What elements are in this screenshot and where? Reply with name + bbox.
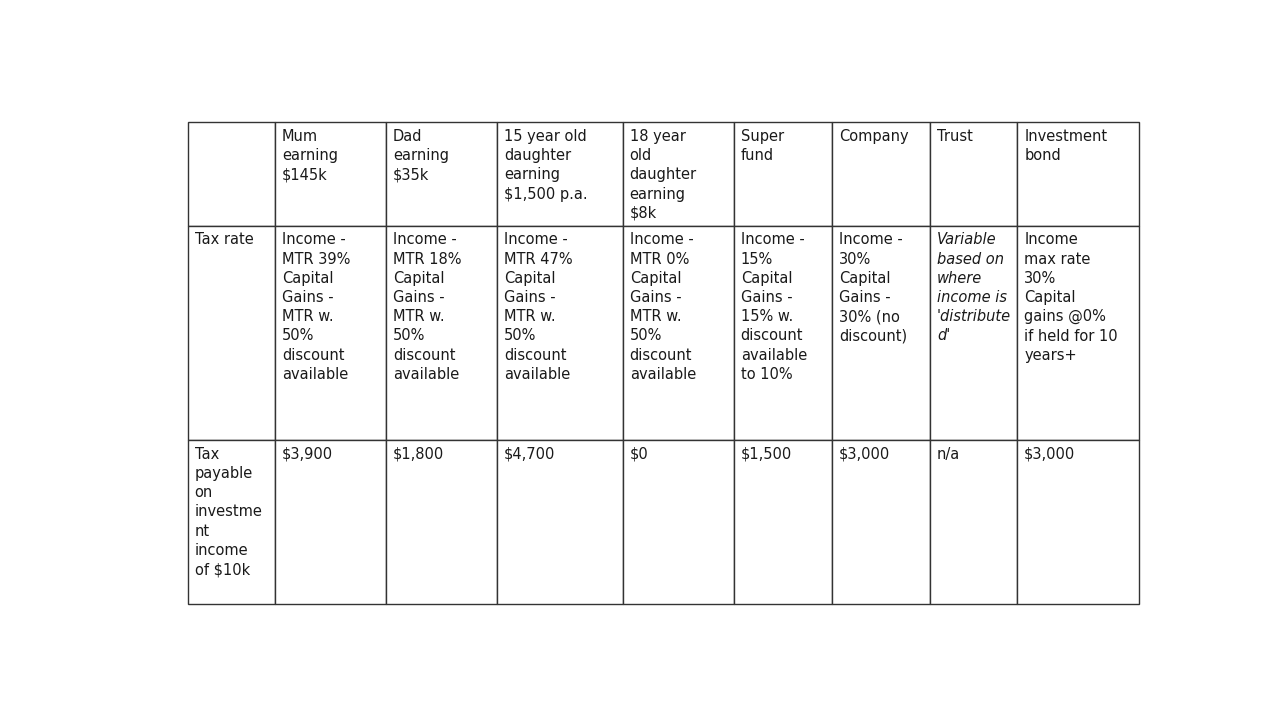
Bar	[1017, 226, 1140, 440]
Bar	[386, 440, 496, 604]
Text: Income -
MTR 18%
Capital
Gains -
MTR w.
50%
discount
available: Income - MTR 18% Capital Gains - MTR w. …	[393, 232, 462, 382]
Text: Income -
15%
Capital
Gains -
15% w.
discount
available
to 10%: Income - 15% Capital Gains - 15% w. disc…	[741, 232, 807, 382]
Bar	[623, 440, 734, 604]
Text: Tax rate: Tax rate	[194, 232, 253, 247]
Bar	[1017, 440, 1140, 604]
Bar	[623, 122, 734, 226]
Text: Income -
MTR 47%
Capital
Gains -
MTR w.
50%
discount
available: Income - MTR 47% Capital Gains - MTR w. …	[504, 232, 573, 382]
Bar	[275, 226, 386, 440]
Text: Trust: Trust	[938, 129, 973, 144]
Bar	[496, 226, 623, 440]
Text: $1,500: $1,500	[741, 446, 792, 462]
Text: 18 year
old
daughter
earning
$8k: 18 year old daughter earning $8k	[629, 129, 697, 221]
Text: 15 year old
daughter
earning
$1,500 p.a.: 15 year old daughter earning $1,500 p.a.	[504, 129, 587, 201]
Text: Company: Company	[839, 129, 908, 144]
Bar	[386, 226, 496, 440]
Text: Income -
MTR 39%
Capital
Gains -
MTR w.
50%
discount
available: Income - MTR 39% Capital Gains - MTR w. …	[281, 232, 350, 382]
Text: $3,000: $3,000	[839, 446, 890, 462]
Bar	[386, 122, 496, 226]
Text: Variable
based on
where
income is
'distribute
d': Variable based on where income is 'distr…	[938, 232, 1012, 344]
Bar	[623, 226, 734, 440]
Text: $3,900: $3,900	[281, 446, 333, 462]
Bar	[930, 440, 1017, 604]
Text: Investment
bond: Investment bond	[1024, 129, 1108, 163]
Bar	[930, 122, 1017, 226]
Bar	[734, 122, 831, 226]
Text: Income
max rate
30%
Capital
gains @0%
if held for 10
years+: Income max rate 30% Capital gains @0% if…	[1024, 232, 1118, 363]
Text: $1,800: $1,800	[393, 446, 444, 462]
Text: n/a: n/a	[938, 446, 961, 462]
Bar	[496, 440, 623, 604]
Bar	[831, 440, 930, 604]
Bar	[930, 226, 1017, 440]
Text: Income -
30%
Capital
Gains -
30% (no
discount): Income - 30% Capital Gains - 30% (no dis…	[839, 232, 907, 344]
Bar	[734, 226, 831, 440]
Text: Tax
payable
on
investme
nt
income
of $10k: Tax payable on investme nt income of $10…	[194, 446, 262, 577]
Bar	[188, 440, 275, 604]
Text: Super
fund: Super fund	[741, 129, 784, 163]
Bar	[734, 440, 831, 604]
Bar	[831, 226, 930, 440]
Text: $0: $0	[629, 446, 648, 462]
Bar	[831, 122, 930, 226]
Text: Dad
earning
$35k: Dad earning $35k	[393, 129, 449, 183]
Text: $4,700: $4,700	[504, 446, 555, 462]
Bar	[496, 122, 623, 226]
Text: Mum
earning
$145k: Mum earning $145k	[281, 129, 338, 183]
Text: $3,000: $3,000	[1024, 446, 1076, 462]
Bar	[188, 226, 275, 440]
Text: Income -
MTR 0%
Capital
Gains -
MTR w.
50%
discount
available: Income - MTR 0% Capital Gains - MTR w. 5…	[629, 232, 696, 382]
Bar	[275, 440, 386, 604]
Bar	[1017, 122, 1140, 226]
Bar	[188, 122, 275, 226]
Bar	[275, 122, 386, 226]
